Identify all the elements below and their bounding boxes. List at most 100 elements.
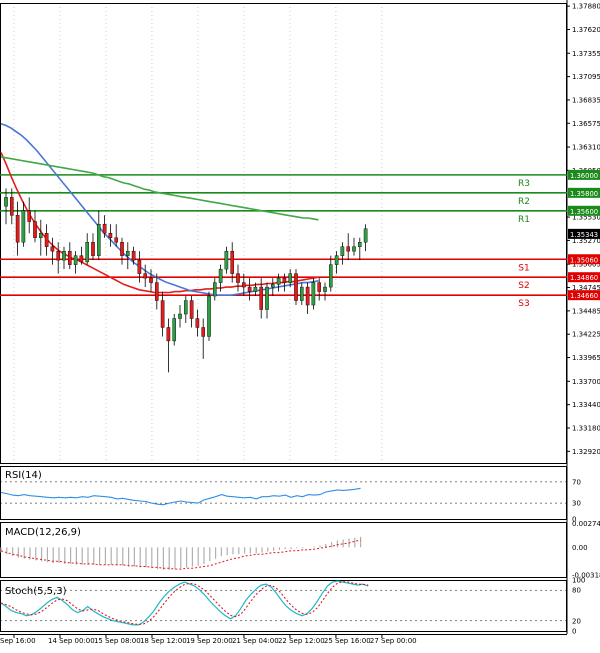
candle-body xyxy=(340,246,345,256)
rsi-tick-label: 70 xyxy=(572,478,581,486)
level-name-r2: R2 xyxy=(518,197,530,207)
level-tag-label-s3: 1.34660 xyxy=(570,292,598,300)
level-tag-label-r1: 1.35600 xyxy=(570,208,598,216)
candle-body xyxy=(183,300,188,315)
time-tick-label: Sep 16:00 xyxy=(0,637,36,645)
candle-body xyxy=(265,286,269,310)
price-tick-label: 1.35270 xyxy=(572,237,600,245)
candle-body xyxy=(334,255,339,265)
price-tick-label: 1.37880 xyxy=(572,3,600,11)
time-tick-label: 19 Sep 20:00 xyxy=(186,637,233,645)
rsi-panel-frame xyxy=(0,466,567,520)
candle-body xyxy=(67,250,72,265)
price-tick-label: 1.35530 xyxy=(572,214,600,222)
candle-body xyxy=(50,246,55,252)
candle-body xyxy=(276,277,281,285)
candle-body xyxy=(363,228,368,243)
candle-body xyxy=(271,284,275,288)
candle-body xyxy=(137,259,142,274)
rsi-line xyxy=(0,487,361,506)
stoch-tick-label: 100 xyxy=(572,577,585,585)
level-tag-label-r3: 1.36000 xyxy=(570,172,598,180)
candle-body xyxy=(178,313,182,319)
candle-body xyxy=(317,282,322,292)
candle-body xyxy=(143,273,148,279)
candle-body xyxy=(230,250,235,274)
candle-body xyxy=(207,295,211,337)
moving-average-ma-slow xyxy=(0,156,319,221)
candle-body xyxy=(120,241,124,256)
candle-body xyxy=(358,241,362,247)
candle-body xyxy=(224,250,229,270)
candle-body xyxy=(56,250,60,261)
candle-body xyxy=(125,250,130,256)
candle-body xyxy=(85,241,89,263)
moving-average-ma-mid xyxy=(0,122,319,297)
candle-body xyxy=(33,221,37,238)
macd-tick-label: -0.003183 xyxy=(572,572,600,580)
level-tag-s1 xyxy=(568,254,600,265)
price-tick-label: 1.37095 xyxy=(572,73,600,81)
moving-average-ma-fast xyxy=(0,152,319,294)
candle-body xyxy=(149,277,153,283)
candle-body xyxy=(189,300,194,319)
candle-body xyxy=(154,282,159,301)
price-tick-label: 1.37620 xyxy=(572,26,600,34)
candle-body xyxy=(79,255,84,263)
candle-body xyxy=(44,233,49,247)
stoch-tick-label: 20 xyxy=(572,617,581,625)
candle-body xyxy=(323,286,327,292)
candle-body xyxy=(352,246,356,252)
macd-label: MACD(12,26,9) xyxy=(5,527,81,538)
candle-body xyxy=(241,282,246,288)
candle-body xyxy=(288,273,293,283)
price-tick-label: 1.34745 xyxy=(572,284,600,292)
candle-body xyxy=(311,282,316,306)
candle-body xyxy=(131,250,136,261)
price-tick-label: 1.33180 xyxy=(572,424,600,432)
level-tag-label-s1: 1.35060 xyxy=(570,256,598,264)
candle-body xyxy=(114,237,118,243)
level-tag-r3 xyxy=(568,169,600,180)
level-tag-label-r2: 1.35800 xyxy=(570,190,598,198)
time-tick-label: 22 Sep 12:00 xyxy=(278,637,325,645)
candle-body xyxy=(329,264,333,288)
candle-body xyxy=(195,318,200,328)
price-tick-label: 1.36835 xyxy=(572,96,600,104)
candle-body xyxy=(102,224,107,234)
macd-tick-label: 0.00 xyxy=(572,544,588,552)
rsi-tick-label: 30 xyxy=(572,500,581,508)
price-tick-label: 1.35005 xyxy=(572,261,600,269)
price-tick-label: 1.37355 xyxy=(572,50,600,58)
macd-signal-line xyxy=(0,539,361,570)
candle-body xyxy=(108,233,113,238)
stoch-tick-label: 0 xyxy=(572,628,576,636)
price-tick-label: 1.32920 xyxy=(572,448,600,456)
stoch-tick-label: 80 xyxy=(572,587,581,595)
candle-body xyxy=(166,327,171,342)
price-tick-label: 1.34225 xyxy=(572,331,600,339)
price-tick-label: 1.33965 xyxy=(572,354,600,362)
candle-body xyxy=(160,300,165,328)
candle-body xyxy=(247,286,252,292)
price-tick-label: 1.36575 xyxy=(572,120,600,128)
level-tag-label-s2: 1.34860 xyxy=(570,274,598,282)
candle-body xyxy=(282,277,287,283)
price-tick-label: 1.36310 xyxy=(572,144,600,152)
level-name-r1: R1 xyxy=(518,215,530,225)
stoch-panel-frame xyxy=(0,580,567,632)
level-name-r3: R3 xyxy=(518,179,530,189)
time-tick-label: 18 Sep 12:00 xyxy=(140,637,187,645)
main-panel-frame xyxy=(0,3,567,464)
stoch-k-line xyxy=(0,580,369,626)
candle-body xyxy=(21,210,26,243)
candle-body xyxy=(27,210,32,222)
stoch-label: Stoch(5,5,3) xyxy=(5,586,67,597)
candle-body xyxy=(236,273,240,283)
macd-tick-label: 0.002749 xyxy=(572,520,600,528)
candle-body xyxy=(294,273,298,301)
level-tag-r2 xyxy=(568,187,600,198)
level-name-s3: S3 xyxy=(518,299,529,309)
